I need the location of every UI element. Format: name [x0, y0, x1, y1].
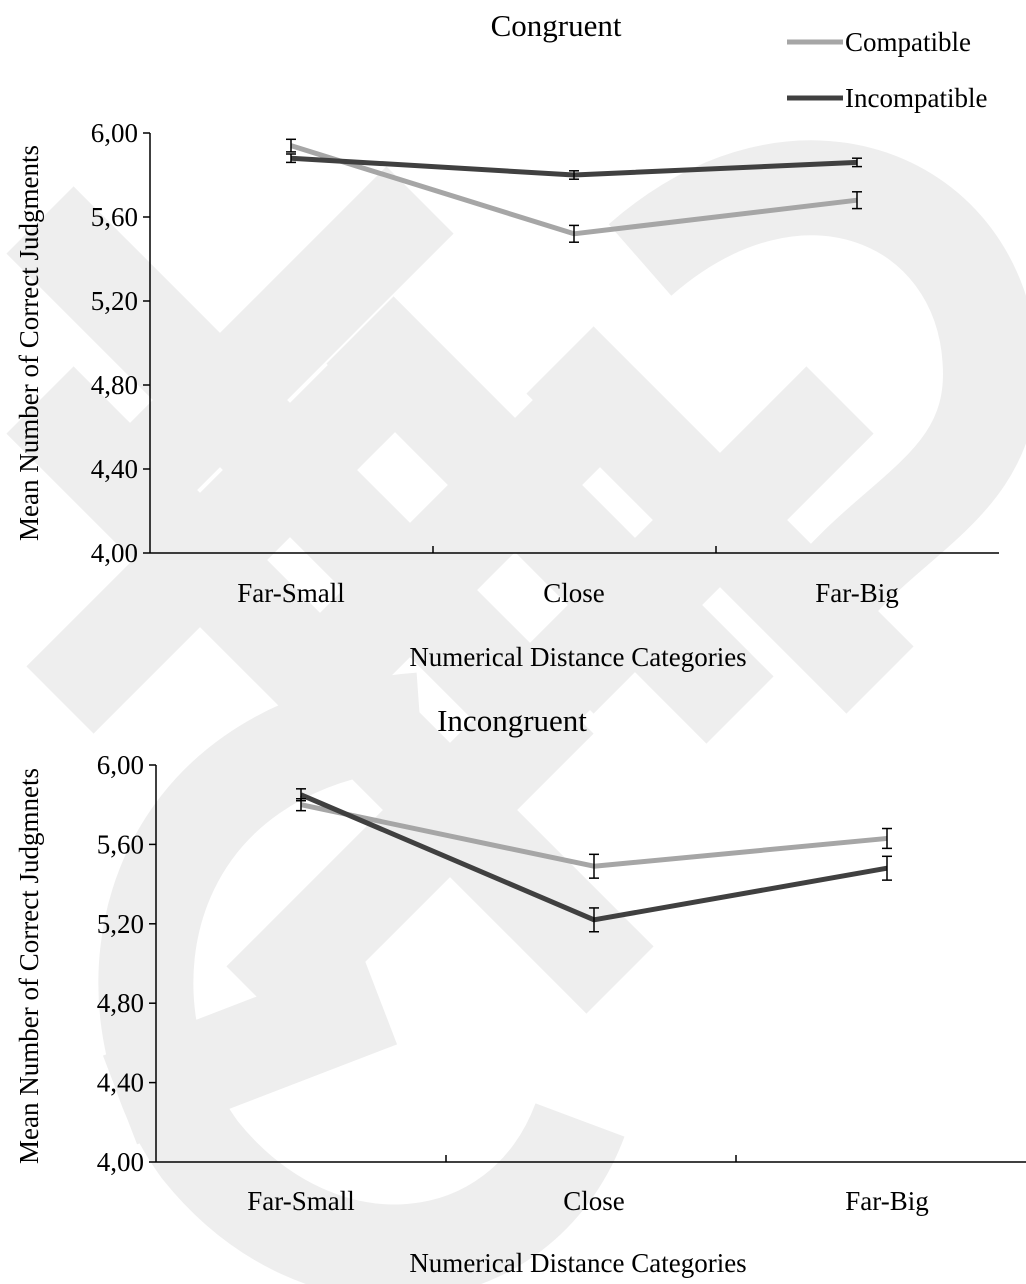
y-tick-label: 4,80	[91, 370, 138, 400]
error-bar-incompatible	[589, 907, 599, 933]
x-tick-label: Far-Small	[247, 1186, 354, 1216]
y-tick-label: 5,20	[91, 286, 138, 316]
series-line-compatible	[290, 143, 858, 237]
error-bar-incompatible	[882, 855, 892, 881]
x-tick-label: Far-Small	[237, 578, 344, 608]
error-bar-compatible	[286, 138, 296, 153]
y-tick-label: 4,00	[97, 1147, 144, 1177]
chart-title: Congruent	[491, 8, 622, 43]
x-tick-label: Far-Big	[845, 1186, 928, 1216]
y-axis-label: Mean Number of Correct Judgmnets	[14, 768, 44, 1164]
y-axis-label: Mean Number of Correct Judgments	[14, 145, 44, 541]
error-bar-incompatible	[296, 788, 306, 802]
y-tick-label: 5,60	[97, 829, 144, 859]
x-axis-label: Numerical Distance Categories	[409, 642, 746, 672]
x-tick-label: Far-Big	[815, 578, 898, 608]
error-bar-incompatible	[286, 153, 296, 164]
x-axis-label: Numerical Distance Categories	[409, 1248, 746, 1278]
error-bar-incompatible	[569, 170, 579, 180]
y-tick-label: 4,40	[91, 454, 138, 484]
y-tick-label: 6,00	[91, 118, 138, 148]
error-bar-compatible	[569, 224, 579, 243]
y-tick-label: 5,60	[91, 202, 138, 232]
x-tick-label: Close	[543, 578, 605, 608]
legend-label-incompatible: Incompatible	[845, 83, 987, 113]
chart-incongruent: Incongruent 4,00 4,40 4,80 5,20 5,60 6,00 Far…	[14, 703, 1026, 1278]
y-tick-label: 4,40	[97, 1068, 144, 1098]
chart-congruent: Congruent Compatible Incompatible 4,00 4,…	[14, 8, 999, 672]
y-tick-label: 4,80	[97, 988, 144, 1018]
chart-title: Incongruent	[437, 703, 587, 738]
x-tick-label: Close	[563, 1186, 625, 1216]
error-bar-compatible	[852, 191, 862, 210]
error-bar-compatible	[882, 827, 892, 850]
y-tick-label: 4,00	[91, 538, 138, 568]
error-bar-compatible	[589, 853, 599, 879]
error-bar-incompatible	[852, 157, 862, 168]
y-tick-label: 6,00	[97, 750, 144, 780]
legend-label-compatible: Compatible	[845, 27, 971, 57]
y-tick-label: 5,20	[97, 909, 144, 939]
legend: Compatible Incompatible	[787, 27, 987, 113]
